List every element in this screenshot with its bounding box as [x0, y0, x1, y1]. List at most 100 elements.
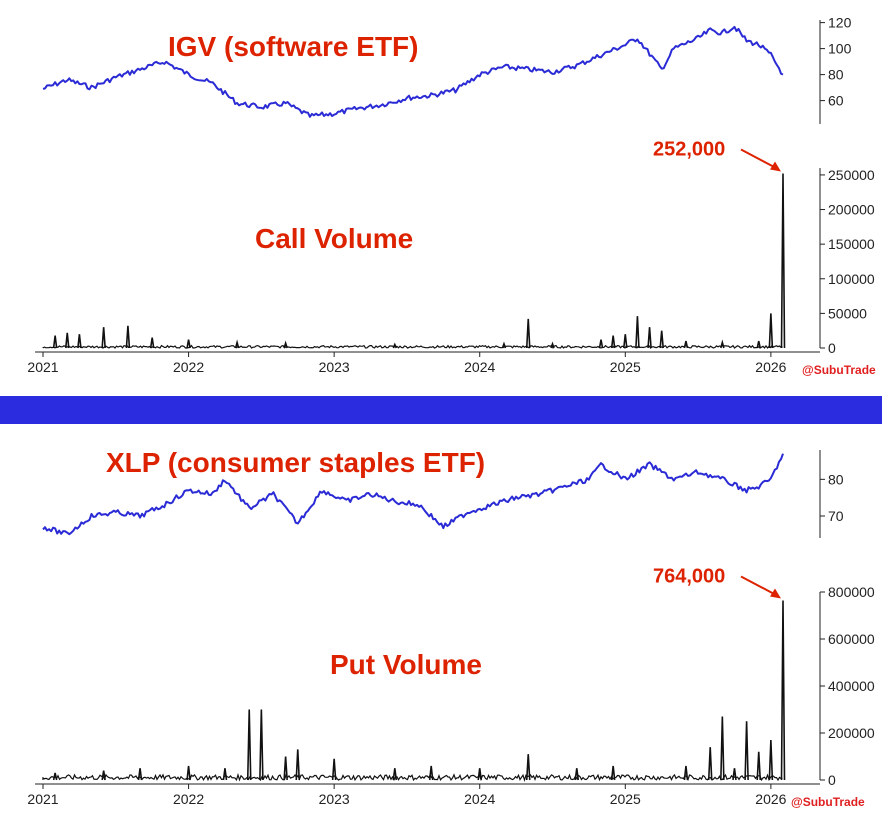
- put-volume-spike: [477, 768, 483, 781]
- put-volume-spike: [574, 768, 580, 781]
- bottom-x-tick-label: 2021: [27, 791, 58, 807]
- put-volume-spike: [428, 765, 434, 781]
- call-volume-spike: [501, 341, 507, 349]
- put-volume-spike: [720, 716, 725, 781]
- x-axis-bottom: 2021 2022 2023 2024 2025 2026: [27, 783, 820, 807]
- put-volume-spike: [186, 765, 191, 781]
- put-volume-spike: [768, 740, 774, 781]
- put-volume-spike: [732, 768, 737, 781]
- put-y-tick-label: 800000: [828, 584, 875, 600]
- bottom-x-tick-label: 2026: [755, 791, 786, 807]
- call-y-tick-label: 0: [828, 340, 836, 356]
- call-callout-arrowhead: [770, 161, 781, 172]
- section-divider: [0, 396, 882, 424]
- put-volume-spike: [780, 600, 786, 781]
- xlp-title: XLP (consumer staples ETF): [106, 447, 485, 478]
- put-volume-title: Put Volume: [330, 649, 482, 680]
- xlp-y-tick-label: 70: [828, 508, 844, 524]
- put-volume-spike: [610, 765, 616, 781]
- put-volume-spike: [683, 765, 689, 781]
- put-callout-arrow: [740, 575, 778, 597]
- igv-y-tick-label: 80: [828, 67, 844, 83]
- call-peak-callout: 252,000: [653, 139, 725, 161]
- call-y-tick-label: 150000: [828, 236, 875, 252]
- call-volume-spike: [101, 327, 106, 349]
- put-peak-callout: 764,000: [653, 565, 725, 587]
- put-volume-spike: [525, 754, 531, 781]
- call-volume-spike: [77, 334, 82, 349]
- top-x-tick-label: 2023: [319, 359, 350, 375]
- put-volume-line: [42, 772, 783, 783]
- watermark-top: @SubuTrade: [802, 363, 876, 377]
- call-volume-spike: [635, 316, 640, 349]
- call-volume-spike: [234, 339, 240, 349]
- call-volume-spike: [598, 339, 604, 349]
- call-y-tick-label: 200000: [828, 202, 875, 218]
- xlp-price-panel: XLP (consumer staples ETF) 70 80: [42, 447, 844, 538]
- call-volume-spike: [756, 340, 762, 349]
- put-volume-spike: [246, 709, 252, 781]
- bottom-x-tick-label: 2023: [319, 791, 350, 807]
- put-volume-spike: [295, 749, 301, 781]
- bottom-x-tick-label: 2025: [610, 791, 641, 807]
- x-axis-top: 2021 2022 2023 2024 2025 2026: [27, 351, 820, 375]
- call-volume-spike: [550, 341, 555, 349]
- put-volume-spike: [137, 768, 143, 781]
- call-callout-arrow: [740, 148, 778, 170]
- top-x-tick-label: 2021: [27, 359, 58, 375]
- call-volume-spike: [647, 327, 652, 349]
- put-volume-spike: [756, 751, 762, 781]
- call-volume-panel: Call Volume 0 50000 100000 150000 200000 2500…: [42, 139, 875, 356]
- put-volume-panel: Put Volume 0 200000 400000 600000 800000 764,…: [42, 565, 875, 788]
- call-volume-spike: [149, 337, 155, 349]
- call-volume-spike: [283, 340, 288, 349]
- call-volume-spike: [720, 339, 725, 349]
- igv-y-tick-label: 120: [828, 15, 852, 31]
- call-volume-spike: [392, 342, 398, 349]
- put-volume-spike: [222, 768, 228, 781]
- igv-y-tick-label: 60: [828, 93, 844, 109]
- put-callout-arrowhead: [770, 588, 781, 599]
- put-volume-spike: [331, 758, 337, 781]
- call-volume-title: Call Volume: [255, 223, 413, 254]
- put-volume-spike: [392, 768, 398, 781]
- put-y-tick-label: 400000: [828, 678, 875, 694]
- put-y-tick-label: 600000: [828, 631, 875, 647]
- put-volume-spike: [707, 747, 713, 781]
- call-y-tick-label: 100000: [828, 271, 875, 287]
- call-volume-spike: [683, 340, 689, 349]
- call-volume-spike: [125, 325, 131, 349]
- call-y-tick-label: 250000: [828, 167, 875, 183]
- put-volume-spike: [52, 772, 58, 781]
- top-x-tick-label: 2022: [173, 359, 204, 375]
- call-volume-spike: [659, 330, 664, 349]
- bottom-x-tick-label: 2024: [464, 791, 495, 807]
- call-volume-spike: [52, 335, 58, 349]
- call-y-tick-label: 50000: [828, 305, 867, 321]
- bottom-x-tick-label: 2022: [173, 791, 204, 807]
- watermark-bottom: @SubuTrade: [791, 795, 865, 809]
- call-volume-spike: [525, 318, 531, 349]
- igv-y-tick-label: 100: [828, 41, 852, 57]
- top-x-tick-label: 2026: [755, 359, 786, 375]
- xlp-price-line: [42, 453, 784, 536]
- xlp-y-tick-label: 80: [828, 471, 844, 487]
- igv-price-line: [42, 25, 784, 118]
- igv-price-panel: IGV (software ETF) 60 80 100 120: [42, 15, 852, 124]
- call-volume-line: [42, 344, 783, 349]
- call-volume-spike: [186, 339, 191, 349]
- call-volume-spike: [610, 335, 616, 349]
- call-volume-spike: [622, 334, 628, 349]
- put-volume-spike: [283, 756, 288, 781]
- top-x-tick-label: 2025: [610, 359, 641, 375]
- top-x-tick-label: 2024: [464, 359, 495, 375]
- put-volume-spike: [259, 709, 264, 781]
- igv-title: IGV (software ETF): [168, 31, 418, 62]
- put-y-tick-label: 0: [828, 772, 836, 788]
- call-volume-spike: [64, 332, 70, 349]
- put-y-tick-label: 200000: [828, 725, 875, 741]
- put-volume-spike: [744, 721, 749, 781]
- call-volume-spike: [780, 173, 786, 349]
- put-volume-spike: [101, 770, 106, 781]
